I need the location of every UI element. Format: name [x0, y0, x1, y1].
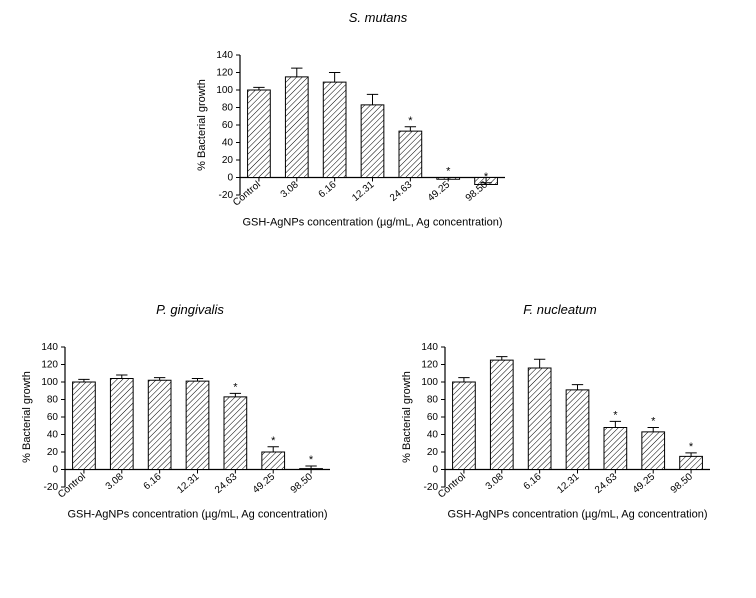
x-tick-label: 24.63	[388, 179, 415, 204]
y-tick-label: 80	[47, 395, 59, 406]
bar	[528, 368, 551, 470]
significance-marker: *	[613, 409, 618, 421]
bar	[285, 77, 308, 178]
bar	[148, 380, 171, 469]
y-axis-title: % Bacterial growth	[196, 79, 208, 171]
significance-marker: *	[408, 115, 413, 127]
bar	[323, 82, 346, 177]
x-tick-label: Control	[436, 471, 468, 500]
significance-marker: *	[446, 166, 451, 178]
x-tick-label: 49.25	[426, 179, 453, 204]
y-tick-label: 20	[47, 447, 59, 458]
y-tick-label: 40	[222, 138, 234, 149]
bar	[73, 382, 96, 470]
bar	[248, 90, 271, 178]
y-tick-label: 60	[222, 120, 234, 131]
x-tick-label: 6.16	[522, 471, 544, 492]
y-tick-label: 120	[41, 360, 58, 371]
chart-title-pgingivalis: P. gingivalis	[0, 302, 380, 317]
x-tick-label: 98.50	[289, 471, 316, 496]
y-tick-label: 100	[41, 377, 58, 388]
y-tick-label: 0	[227, 173, 233, 184]
significance-marker: *	[651, 416, 656, 428]
x-tick-label: 12.31	[350, 179, 377, 204]
y-tick-label: 80	[427, 395, 439, 406]
y-tick-label: 0	[432, 465, 438, 476]
x-tick-label: 12.31	[555, 471, 582, 496]
x-axis-title: GSH-AgNPs concentration (µg/mL, Ag conce…	[67, 509, 327, 521]
x-tick-label: 6.16	[317, 179, 339, 200]
x-tick-label: 24.63	[213, 471, 240, 496]
x-axis-title: GSH-AgNPs concentration (µg/mL, Ag conce…	[447, 509, 707, 521]
bar	[642, 432, 665, 470]
bar	[361, 105, 384, 178]
y-tick-label: 140	[216, 50, 233, 61]
y-tick-label: 40	[427, 430, 439, 441]
x-tick-label: 49.25	[631, 471, 658, 496]
x-tick-label: 49.25	[251, 471, 278, 496]
y-axis-title: % Bacterial growth	[21, 371, 33, 463]
y-tick-label: 100	[421, 377, 438, 388]
significance-marker: *	[309, 454, 314, 466]
x-tick-label: 3.08	[484, 471, 506, 492]
bar	[604, 428, 627, 470]
y-tick-label: 20	[222, 155, 234, 166]
x-tick-label: Control	[231, 179, 263, 208]
x-tick-label: 3.08	[279, 179, 301, 200]
x-tick-label: 12.31	[175, 471, 202, 496]
x-tick-label: 6.16	[142, 471, 164, 492]
y-axis-title: % Bacterial growth	[401, 371, 413, 463]
y-tick-label: 40	[47, 430, 59, 441]
x-tick-label: 24.63	[593, 471, 620, 496]
chart-title-smutans: S. mutans	[0, 10, 756, 25]
x-axis-title: GSH-AgNPs concentration (µg/mL, Ag conce…	[242, 217, 502, 229]
significance-marker: *	[689, 441, 694, 453]
bar	[300, 469, 323, 470]
bar	[110, 379, 133, 470]
chart-smutans: -20020406080100120140% Bacterial growthC…	[185, 30, 525, 255]
chart-fnucleatum: -20020406080100120140% Bacterial growthC…	[390, 322, 730, 547]
chart-pgingivalis: -20020406080100120140% Bacterial growthC…	[10, 322, 350, 547]
y-tick-label: 140	[421, 342, 438, 353]
y-tick-label: 60	[47, 412, 59, 423]
bar	[566, 390, 589, 470]
x-tick-label: 98.50	[669, 471, 696, 496]
bar	[262, 452, 285, 470]
y-tick-label: 0	[52, 465, 58, 476]
bar	[453, 382, 476, 470]
significance-marker: *	[271, 435, 276, 447]
significance-marker: *	[233, 381, 238, 393]
y-tick-label: 140	[41, 342, 58, 353]
bar	[224, 397, 247, 470]
y-tick-label: 120	[421, 360, 438, 371]
y-tick-label: 120	[216, 68, 233, 79]
x-tick-label: Control	[56, 471, 88, 500]
bar	[399, 131, 422, 177]
bar	[680, 456, 703, 469]
bar	[186, 381, 209, 469]
y-tick-label: 100	[216, 85, 233, 96]
bar	[490, 360, 513, 469]
y-tick-label: 80	[222, 103, 234, 114]
chart-title-fnucleatum: F. nucleatum	[380, 302, 740, 317]
y-tick-label: 20	[427, 447, 439, 458]
x-tick-label: 3.08	[104, 471, 126, 492]
y-tick-label: 60	[427, 412, 439, 423]
